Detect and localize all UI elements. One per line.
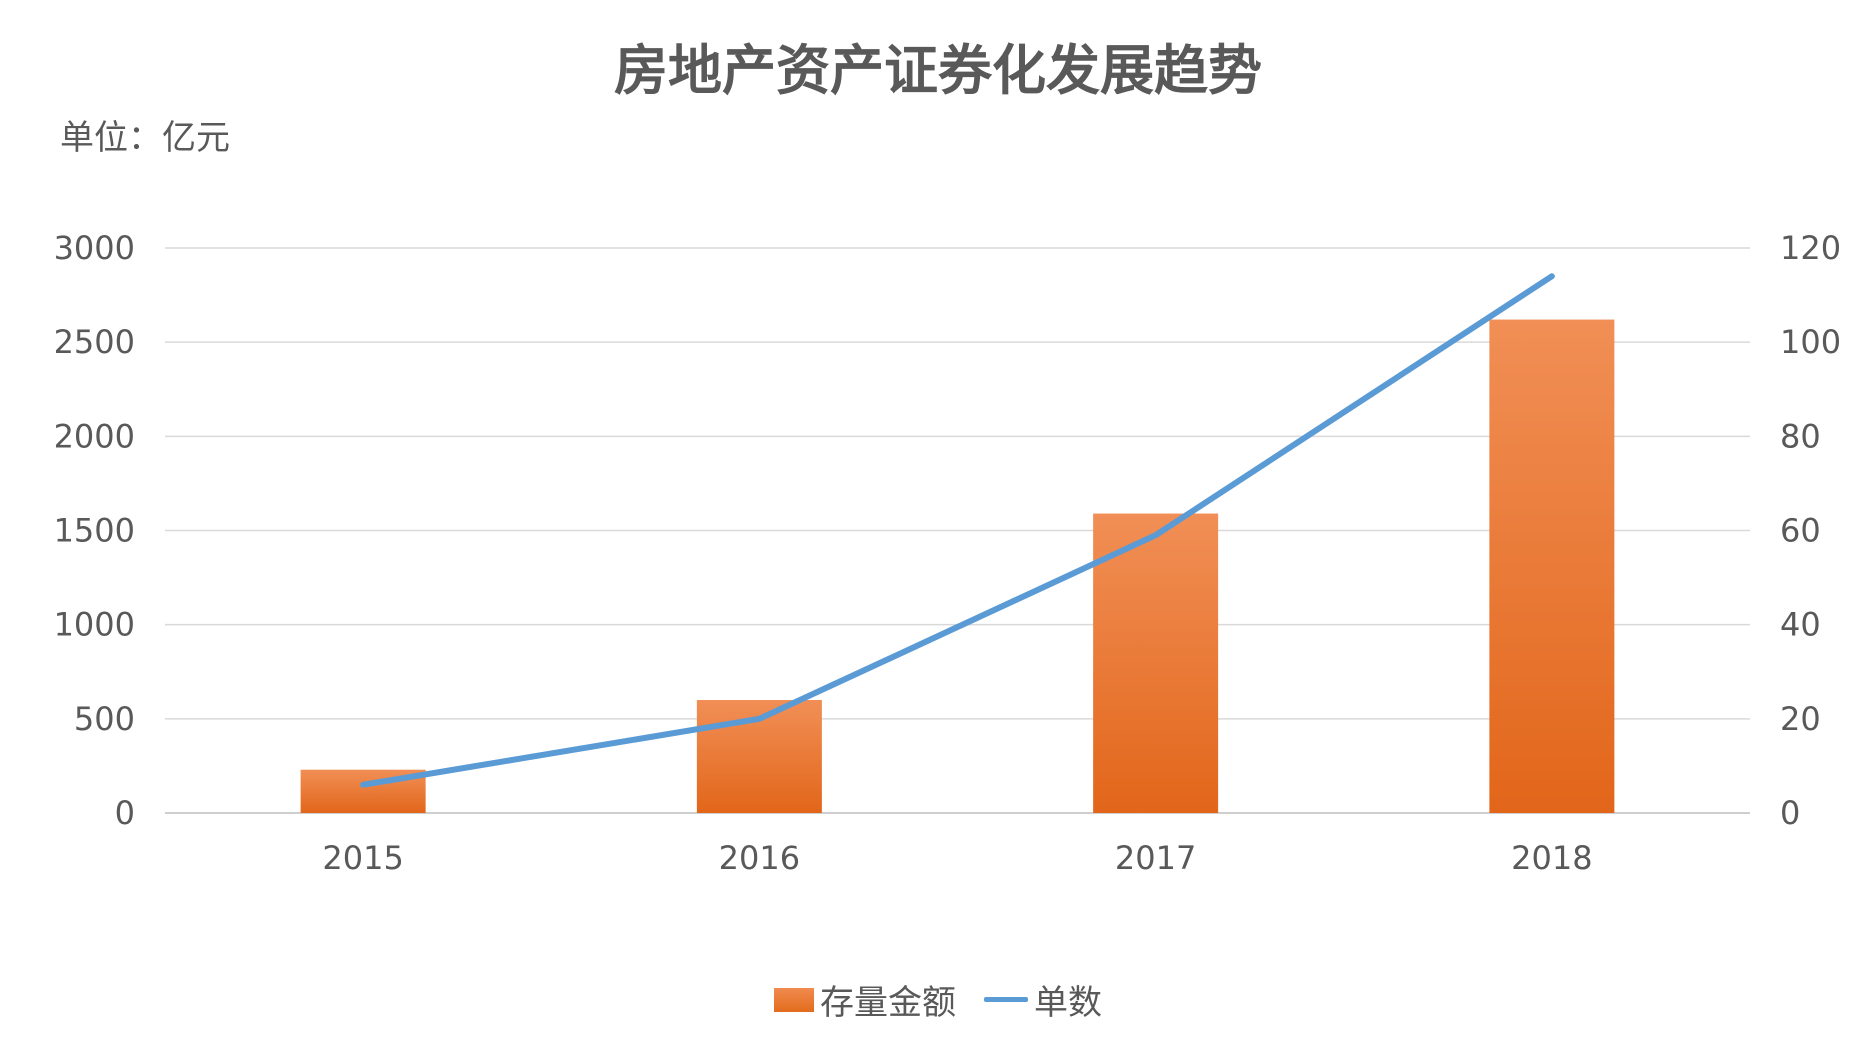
y-left-tick-label: 1500	[54, 512, 135, 550]
y-right-tick-label: 60	[1780, 512, 1821, 550]
x-tick-label: 2016	[719, 839, 800, 877]
y-right-tick-label: 100	[1780, 323, 1841, 361]
y-right-tick-label: 120	[1780, 229, 1841, 267]
y-left-tick-label: 0	[115, 794, 135, 832]
line-series-path	[360, 273, 1555, 788]
x-tick-label: 2018	[1511, 839, 1592, 877]
legend-swatch-bar	[774, 987, 814, 1012]
bar-series	[300, 319, 1615, 813]
y-left-tick-label: 2500	[54, 323, 135, 361]
legend-swatch-line	[984, 997, 1028, 1002]
legend-label-line: 单数	[1034, 983, 1102, 1023]
left-axis: 0 500 1000 1500 2000 2500 3000	[54, 229, 135, 832]
line-series	[360, 273, 1555, 788]
y-left-tick-label: 3000	[54, 229, 135, 267]
bar	[1093, 513, 1219, 813]
y-left-tick-label: 500	[74, 700, 135, 738]
bar	[1489, 319, 1615, 813]
x-tick-label: 2015	[322, 839, 403, 877]
y-right-tick-label: 20	[1780, 700, 1821, 738]
x-tick-label: 2017	[1115, 839, 1196, 877]
legend-item-line: 单数	[984, 975, 1102, 1024]
right-axis: 0 20 40 60 80 100 120	[1780, 229, 1841, 832]
legend-label-bar: 存量金额	[820, 983, 956, 1023]
chart-title: 房地产资产证券化发展趋势	[614, 39, 1262, 102]
x-axis: 2015 2016 2017 2018	[322, 839, 1592, 877]
legend-item-bar: 存量金额	[774, 975, 956, 1024]
y-right-tick-label: 0	[1780, 794, 1800, 832]
legend: 存量金额 单数	[0, 975, 1876, 1024]
y-right-tick-label: 80	[1780, 417, 1821, 455]
y-right-tick-label: 40	[1780, 606, 1821, 644]
unit-label: 单位：亿元	[60, 118, 230, 158]
y-left-tick-label: 2000	[54, 417, 135, 455]
y-left-tick-label: 1000	[54, 606, 135, 644]
